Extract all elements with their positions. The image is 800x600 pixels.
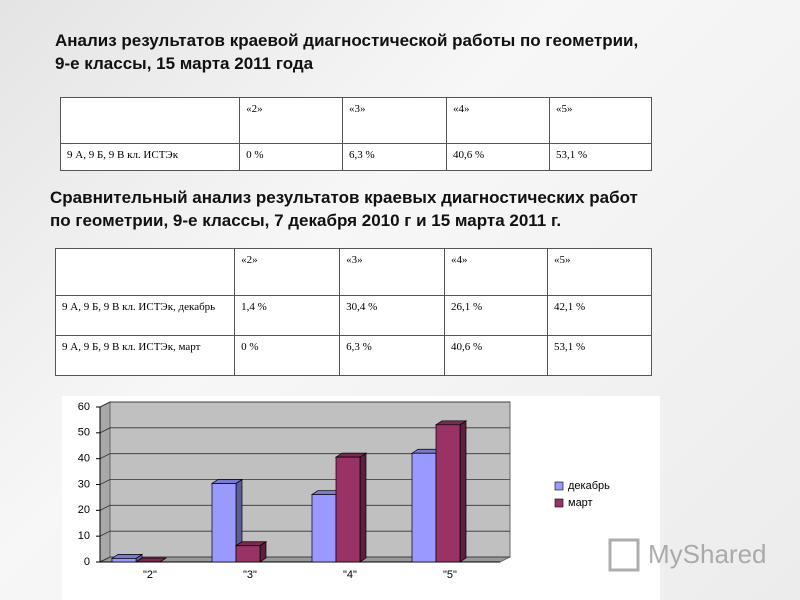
grid-line: [99, 453, 510, 460]
table-cell: 40,6 %: [444, 335, 548, 376]
table-row: 9 А, 9 Б, 9 В кл. ИСТЭк 0 % 6,3 % 40,6 % 53,…: [59, 143, 653, 171]
side-wall: [99, 401, 111, 563]
grid-line: [99, 556, 510, 563]
header-cell: «3»: [342, 97, 447, 144]
grid-line: [99, 530, 510, 537]
table-row: 9 А, 9 Б, 9 В кл. ИСТЭк, декабрь 1,4 % 30,…: [54, 295, 652, 336]
bar-side: [335, 489, 343, 563]
x-tick-label: "2": [143, 569, 157, 581]
bar-side: [359, 452, 367, 563]
title-line: 9-е классы, 15 марта 2011 года: [55, 54, 314, 73]
back-wall: [109, 401, 511, 558]
bar-top: [310, 490, 344, 495]
bar-front: [211, 483, 237, 563]
y-tick-label: 40: [78, 453, 90, 465]
y-tick-label: 30: [78, 478, 90, 490]
bar-top: [410, 448, 444, 454]
y-tick-label: 10: [78, 530, 90, 542]
chart-area: [62, 396, 660, 600]
y-tick-label: 20: [78, 504, 90, 516]
watermark-icon: [608, 538, 640, 572]
subtitle: Сравнительный анализ результатов краевых…: [50, 186, 638, 232]
header-cell: [59, 97, 241, 144]
bar-front: [411, 452, 437, 563]
grid-line: [99, 479, 510, 485]
table-cell: 30,4 %: [339, 295, 446, 336]
bar: [334, 452, 368, 563]
table-cell: 26,1 %: [444, 295, 548, 336]
bar-front: [311, 494, 337, 563]
table-cell: 40,6 %: [445, 143, 550, 171]
bar: [410, 448, 444, 563]
table-row: 9 А, 9 Б, 9 В кл. ИСТЭк, март 0 % 6,3 % 40,…: [54, 335, 652, 376]
table-cell: 6,3 %: [339, 335, 446, 376]
bar: [210, 478, 244, 563]
legend-swatch: [554, 498, 564, 508]
header-row: «2» «3» «4» «5»: [59, 97, 653, 144]
table-cell: 9 А, 9 Б, 9 В кл. ИСТЭк: [59, 143, 241, 171]
bar-top: [234, 541, 268, 547]
table-cell: 42,1 %: [547, 295, 652, 336]
x-tick-label: "5": [443, 569, 457, 581]
x-tick-label: "4": [343, 569, 357, 581]
header-cell: «5»: [548, 97, 653, 144]
bar-top: [210, 479, 244, 484]
bar-front: [435, 424, 461, 563]
table: «2» «3» «4» «5» 9 А, 9 Б, 9 В кл. ИСТЭк 0 % 6,…: [59, 97, 653, 171]
bar-top: [110, 554, 144, 559]
bar-front: [335, 456, 361, 563]
grid-line: [99, 427, 510, 434]
bar: [234, 541, 268, 563]
bar: [434, 420, 468, 563]
table-cell: 0 %: [234, 335, 341, 376]
legend-label: декабрь: [568, 480, 610, 492]
table: «2» «3» «4» «5» 9 А, 9 Б, 9 В кл. ИСТЭк, дек…: [54, 248, 652, 376]
table-cell: 53,1 %: [548, 143, 653, 171]
header-cell: [54, 248, 236, 296]
table-cell: 6,3 %: [342, 143, 447, 171]
grid-line: [99, 401, 510, 408]
header-cell: «3»: [339, 248, 446, 296]
title: Анализ результатов краевой диагностическ…: [55, 29, 638, 75]
bar: [310, 489, 344, 563]
table-cell: 1,4 %: [234, 295, 341, 336]
header-cell: «2»: [239, 97, 344, 144]
table-cell: 0 %: [239, 143, 344, 171]
header-cell: «4»: [444, 248, 548, 296]
floor: [99, 556, 511, 563]
bar-front: [235, 545, 261, 563]
subtitle-line: по геометрии, 9-е классы, 7 декабря 2010…: [50, 211, 562, 230]
bar-top: [434, 420, 468, 426]
bar-side: [159, 557, 167, 563]
header-cell: «5»: [547, 248, 652, 296]
y-tick-label: 50: [78, 427, 90, 439]
header-cell: «4»: [445, 97, 550, 144]
bar-side: [135, 553, 143, 563]
bar-side: [235, 478, 243, 563]
y-tick-label: 60: [78, 401, 90, 413]
subtitle-line: Сравнительный анализ результатов краевых…: [50, 188, 638, 207]
title-line: Анализ результатов краевой диагностическ…: [55, 31, 639, 50]
x-tick-label: "3": [243, 569, 257, 581]
y-tick-label: 0: [84, 556, 90, 568]
bar-front: [111, 558, 137, 563]
watermark: MyShared: [648, 539, 767, 569]
table-cell: 9 А, 9 Б, 9 В кл. ИСТЭк, декабрь: [54, 295, 236, 336]
bar-top: [334, 452, 368, 458]
header-cell: «2»: [234, 248, 341, 296]
bar-side: [459, 420, 467, 563]
grid-line: [99, 504, 510, 511]
bar-side: [259, 541, 267, 563]
bar: [110, 553, 144, 563]
header-row: «2» «3» «4» «5»: [54, 248, 652, 296]
table-cell: 53,1 %: [547, 335, 652, 376]
bar-top: [134, 557, 168, 563]
bar-side: [435, 448, 443, 563]
bar: [134, 557, 168, 563]
legend-label: март: [568, 497, 593, 509]
table-cell: 9 А, 9 Б, 9 В кл. ИСТЭк, март: [54, 335, 236, 376]
legend-swatch: [554, 481, 564, 491]
